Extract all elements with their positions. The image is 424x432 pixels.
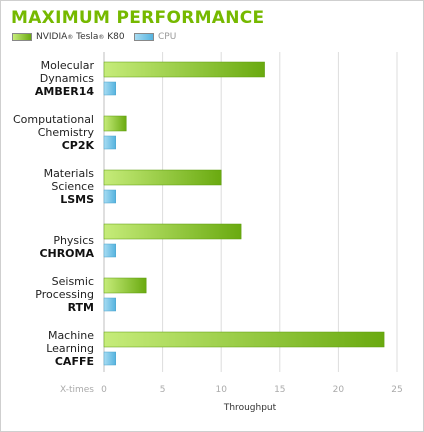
legend-swatch-gpu: [12, 33, 32, 41]
category-label-line: Molecular: [41, 59, 95, 72]
x-tick-label: 20: [333, 385, 345, 395]
category-label-line: Seismic: [52, 275, 94, 288]
category-code-label: LSMS: [60, 193, 94, 206]
bar-gpu-amber14: [103, 61, 265, 78]
category-label-line: Materials: [44, 167, 95, 180]
category-label-line: Learning: [46, 342, 94, 355]
bar-gpu-chroma: [103, 223, 242, 240]
x-tick-prefix: X-times: [60, 385, 94, 395]
x-tick-label: 25: [391, 385, 402, 395]
bar-cpu-cp2k: [103, 135, 116, 150]
category-label-line: Science: [51, 180, 94, 193]
category-label-line: Physics: [53, 234, 94, 247]
bar-cpu-caffe: [103, 351, 116, 366]
category-label-line: Computational: [13, 113, 94, 126]
category-label-line: Machine: [48, 329, 94, 342]
bar-cpu-amber14: [103, 81, 116, 96]
category-code-label: AMBER14: [35, 85, 94, 98]
x-tick-label: 5: [160, 385, 166, 395]
bar-cpu-rtm: [103, 297, 116, 312]
category-label-line: Chemistry: [38, 126, 95, 139]
x-axis-title: Throughput: [223, 403, 277, 413]
category-code-label: RTM: [68, 301, 94, 314]
x-tick-label: 0: [101, 385, 107, 395]
category-code-label: CHROMA: [39, 247, 94, 260]
bar-cpu-chroma: [103, 243, 116, 258]
legend-swatch-cpu: [134, 33, 154, 41]
category-code-label: CAFFE: [55, 355, 94, 368]
bar-gpu-cp2k: [103, 115, 127, 132]
category-code-label: CP2K: [62, 139, 95, 152]
category-label-line: Dynamics: [40, 72, 95, 85]
bar-cpu-lsms: [103, 189, 116, 204]
x-tick-label: 10: [215, 385, 227, 395]
category-label-line: Processing: [35, 288, 94, 301]
chart-title: MAXIMUM PERFORMANCE: [11, 8, 265, 28]
x-tick-label: 15: [274, 385, 285, 395]
legend-label-cpu: CPU: [158, 32, 177, 42]
bar-gpu-rtm: [103, 277, 147, 294]
legend-label-gpu: NVIDIA® Tesla® K80: [36, 32, 125, 42]
bar-gpu-lsms: [103, 169, 222, 186]
bar-gpu-caffe: [103, 331, 385, 348]
